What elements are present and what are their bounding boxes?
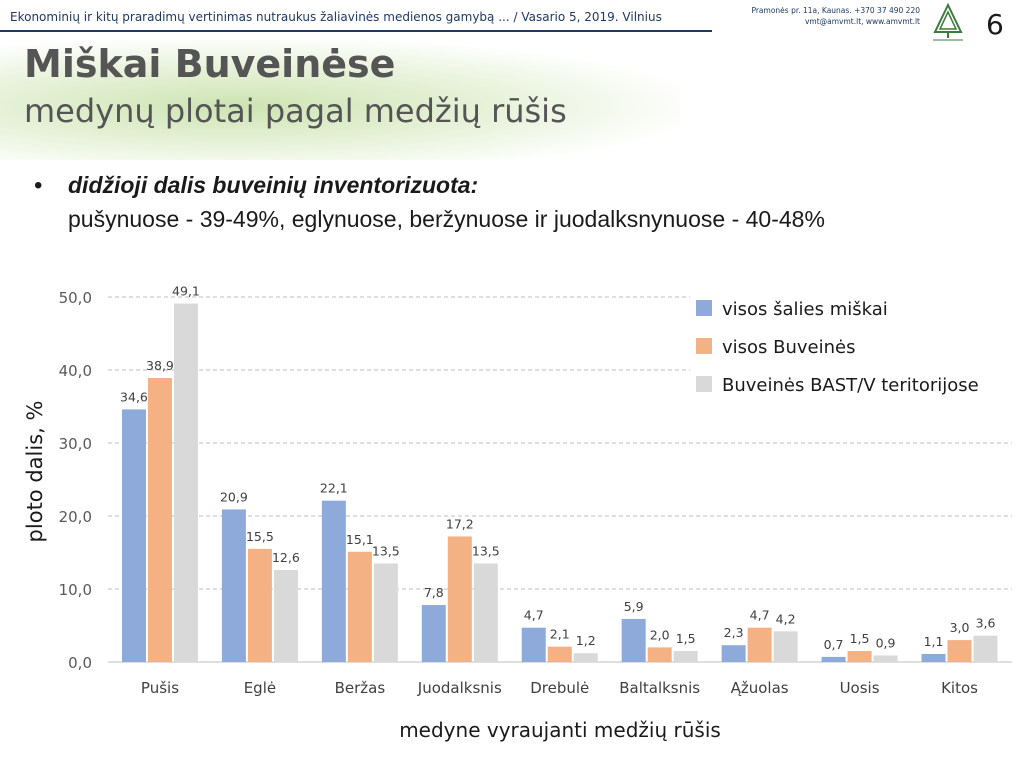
page-title: Miškai Buveinėse xyxy=(24,42,396,86)
bar xyxy=(273,570,298,662)
bar-value-label: 1,2 xyxy=(576,633,596,648)
bar xyxy=(973,635,998,662)
x-category-label: Ąžuolas xyxy=(731,679,789,697)
x-category-label: Juodalksnis xyxy=(417,679,502,697)
legend-entry: Buveinės BAST/V teritorijose xyxy=(722,375,979,396)
bar xyxy=(547,646,572,662)
bar-value-label: 38,9 xyxy=(146,358,174,373)
bar xyxy=(121,409,146,662)
header-divider xyxy=(0,30,712,32)
bar xyxy=(147,378,172,662)
y-tick-label: 0,0 xyxy=(68,654,92,672)
bar-value-label: 3,0 xyxy=(950,620,970,635)
header-bar: Ekonominių ir kitų praradimų vertinimas … xyxy=(0,0,1024,41)
bar-value-label: 13,5 xyxy=(372,543,400,558)
bar xyxy=(573,653,598,662)
bar-value-label: 0,7 xyxy=(824,637,844,652)
bar-value-label: 12,6 xyxy=(272,550,300,565)
bar-value-label: 3,6 xyxy=(976,616,996,631)
bar xyxy=(847,651,872,662)
legend-swatch xyxy=(696,338,712,354)
bar xyxy=(373,563,398,662)
bar-value-label: 1,5 xyxy=(676,631,696,646)
y-tick-label: 10,0 xyxy=(59,581,92,599)
bar xyxy=(921,653,946,662)
bullet-text: pušynuose - 39-49%, eglynuose, beržynuos… xyxy=(68,206,825,232)
x-category-label: Eglė xyxy=(244,679,276,697)
legend-swatch xyxy=(696,376,712,392)
bar-value-label: 1,5 xyxy=(850,631,870,646)
bar xyxy=(521,627,546,662)
title-background-glow xyxy=(0,40,680,160)
bar xyxy=(447,536,472,662)
bar xyxy=(321,500,346,662)
bar-chart: 0,0 10,0 20,0 30,0 40,0 50,0 34,6 38,9 49,1 Pušis… xyxy=(23,284,1012,742)
bar xyxy=(747,627,772,662)
bar-value-label: 2,1 xyxy=(550,627,570,642)
bullet-heading: didžioji dalis buveinių inventorizuota: xyxy=(68,172,479,198)
bar-value-label: 4,7 xyxy=(524,608,544,623)
bar-value-label: 5,9 xyxy=(624,599,644,614)
bar-value-label: 20,9 xyxy=(220,489,248,504)
x-category-label: Drebulė xyxy=(530,679,589,697)
y-tick-label: 30,0 xyxy=(59,435,92,453)
bar-value-label: 7,8 xyxy=(424,585,444,600)
bar xyxy=(621,618,646,662)
bar xyxy=(473,563,498,662)
bar-value-label: 13,5 xyxy=(472,543,500,558)
bar-value-label: 2,3 xyxy=(724,625,744,640)
y-tick-label: 20,0 xyxy=(59,508,92,526)
bar xyxy=(173,303,198,662)
bar xyxy=(873,655,898,662)
page-number: 6 xyxy=(986,8,1004,41)
x-axis-title: medyne vyraujanti medžių rūšis xyxy=(399,718,721,742)
bar xyxy=(221,509,246,662)
legend-background xyxy=(690,286,1012,404)
x-category-label: Baltalksnis xyxy=(619,679,700,697)
x-category-label: Uosis xyxy=(840,679,880,697)
bar xyxy=(347,551,372,662)
x-category-label: Kitos xyxy=(941,679,978,697)
legend-entry: visos šalies miškai xyxy=(722,299,888,320)
bar-value-label: 49,1 xyxy=(172,284,200,299)
bar xyxy=(647,647,672,662)
bar-value-label: 17,2 xyxy=(446,516,474,531)
x-category-label: Pušis xyxy=(141,679,179,697)
bar-value-label: 15,5 xyxy=(246,529,274,544)
bar-value-label: 22,1 xyxy=(320,481,348,496)
bullet-marker: • xyxy=(34,172,43,199)
presentation-header: Ekonominių ir kitų praradimų vertinimas … xyxy=(10,10,662,24)
bar xyxy=(421,605,446,662)
contact-address: Pramonės pr. 11a, Kaunas. +370 37 490 22… xyxy=(751,6,920,15)
contact-web: vmt@amvmt.lt, www.amvmt.lt xyxy=(804,17,920,26)
bar-value-label: 4,2 xyxy=(776,611,796,626)
bar xyxy=(947,640,972,662)
bar xyxy=(247,548,272,662)
bar-value-label: 34,6 xyxy=(120,389,148,404)
bar xyxy=(673,651,698,662)
bar-value-label: 2,0 xyxy=(650,627,670,642)
y-axis-title: ploto dalis, % xyxy=(23,401,47,543)
bar-value-label: 4,7 xyxy=(750,608,770,623)
bar xyxy=(773,631,798,662)
contact-info: Pramonės pr. 11a, Kaunas. +370 37 490 22… xyxy=(751,5,920,27)
x-category-label: Beržas xyxy=(335,679,386,697)
y-tick-label: 50,0 xyxy=(59,289,92,307)
bar xyxy=(721,645,746,662)
bar-value-label: 0,9 xyxy=(876,635,896,650)
page-subtitle: medynų plotai pagal medžių rūšis xyxy=(24,92,567,130)
legend-entry: visos Buveinės xyxy=(722,337,856,358)
bar-value-label: 15,1 xyxy=(346,532,374,547)
legend-swatch xyxy=(696,300,712,316)
bar-value-label: 1,1 xyxy=(924,634,944,649)
y-tick-label: 40,0 xyxy=(59,362,92,380)
bar xyxy=(821,656,846,662)
forest-tree-logo-icon xyxy=(933,2,963,41)
